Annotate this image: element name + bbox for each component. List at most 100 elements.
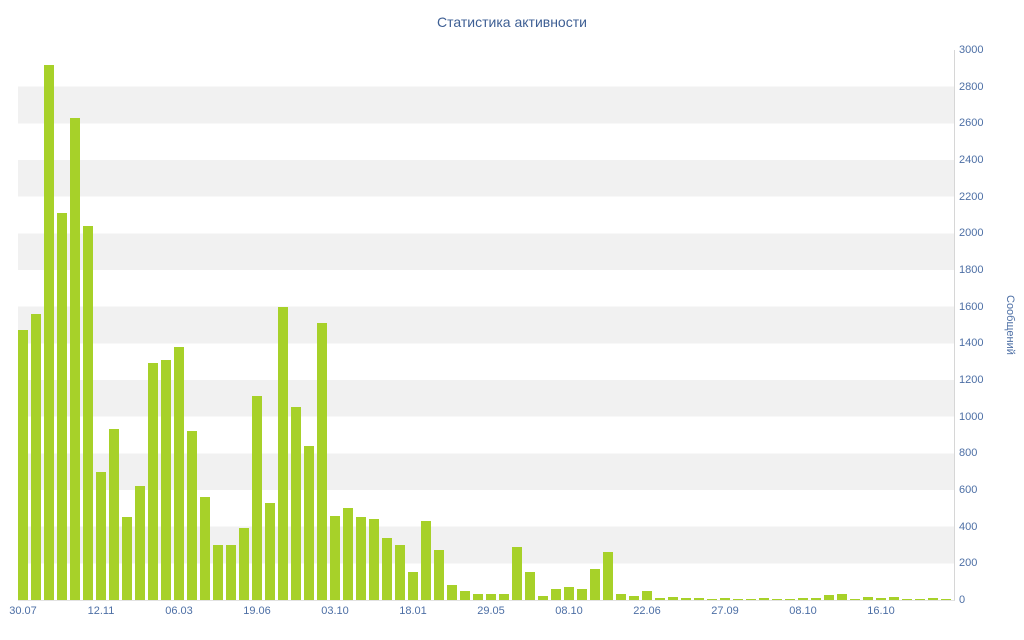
bar <box>278 307 288 600</box>
bar <box>889 597 899 600</box>
x-axis-tick-label: 22.06 <box>633 605 661 617</box>
bar <box>512 547 522 600</box>
x-axis-tick-label: 06.03 <box>165 605 193 617</box>
bar <box>382 538 392 600</box>
bar <box>538 596 548 600</box>
bar <box>447 585 457 600</box>
y-axis-tick-label: 1000 <box>959 410 984 423</box>
bar <box>759 598 769 600</box>
bar <box>486 594 496 600</box>
bar <box>772 599 782 600</box>
x-axis-tick-label: 27.09 <box>711 605 739 617</box>
bar <box>70 118 80 600</box>
y-axis-tick-label: 1600 <box>959 300 984 313</box>
bar <box>603 552 613 600</box>
bar <box>174 347 184 600</box>
plot-area <box>18 50 955 601</box>
bar <box>642 591 652 600</box>
bar <box>876 598 886 600</box>
bar <box>369 519 379 600</box>
bar <box>395 545 405 600</box>
y-axis-tick-label: 800 <box>959 447 978 460</box>
bar <box>343 508 353 600</box>
x-axis-tick-label: 29.05 <box>477 605 505 617</box>
bar <box>629 596 639 600</box>
bar <box>356 517 366 600</box>
bar <box>733 599 743 600</box>
x-axis-tick-label: 08.10 <box>789 605 817 617</box>
bar <box>226 545 236 600</box>
y-axis-tick-label: 1400 <box>959 337 984 350</box>
y-axis-tick-label: 600 <box>959 484 978 496</box>
y-axis-tick-label: 2400 <box>959 154 984 166</box>
bar <box>551 589 561 600</box>
bar <box>57 213 67 600</box>
bar <box>148 363 158 600</box>
bar <box>915 599 925 600</box>
y-axis-tick-label: 200 <box>959 557 978 570</box>
bar <box>785 599 795 600</box>
bar <box>811 598 821 600</box>
bar <box>525 572 535 600</box>
y-axis-tick-label: 3000 <box>959 44 984 56</box>
bar <box>291 407 301 600</box>
bar <box>681 598 691 600</box>
bar <box>265 503 275 600</box>
bar <box>460 591 470 600</box>
bar <box>655 598 665 600</box>
bar <box>421 521 431 600</box>
bar <box>109 429 119 600</box>
bar <box>122 517 132 600</box>
bar <box>720 598 730 600</box>
bar <box>590 569 600 600</box>
bar <box>213 545 223 600</box>
bar <box>408 572 418 600</box>
bar <box>707 599 717 600</box>
bar <box>694 598 704 600</box>
x-axis-labels: 30.07 12.11 06.03 19.06 03.10 18.01 29.05 08.10… <box>9 605 978 621</box>
bar <box>850 599 860 600</box>
bar <box>31 314 41 600</box>
x-axis-tick-label: 03.10 <box>321 605 349 617</box>
y-axis-tick-label: 2600 <box>959 117 984 130</box>
bar <box>668 597 678 600</box>
bar <box>161 360 171 600</box>
bar <box>96 472 106 600</box>
y-axis-tick-label: 2800 <box>959 80 984 93</box>
y-axis-tick-label: 2200 <box>959 190 984 203</box>
bar <box>330 516 340 600</box>
bar <box>499 594 509 600</box>
bar <box>928 598 938 600</box>
bar <box>304 446 314 600</box>
bar <box>44 65 54 600</box>
bar <box>564 587 574 600</box>
bar <box>434 550 444 600</box>
bar <box>135 486 145 600</box>
bar <box>252 396 262 600</box>
x-axis-tick-label: 08.10 <box>555 605 583 617</box>
y-axis-tick-label: 1800 <box>959 264 984 276</box>
y-axis-tick-label: 400 <box>959 520 978 533</box>
bar <box>317 323 327 600</box>
y-axis-tick-label: 1200 <box>959 374 984 386</box>
bar <box>902 599 912 600</box>
bar <box>824 595 834 600</box>
bar <box>187 431 197 600</box>
bar <box>200 497 210 600</box>
bar <box>18 330 28 600</box>
x-axis-tick-label: 18.01 <box>399 605 427 617</box>
chart-title: Статистика активности <box>437 14 587 30</box>
bar <box>577 589 587 600</box>
bar <box>941 599 951 600</box>
bar <box>616 594 626 600</box>
x-axis-tick-label: 12.11 <box>87 605 115 617</box>
bar <box>798 598 808 600</box>
bar <box>239 528 249 600</box>
bar <box>83 226 93 600</box>
bar <box>473 594 483 600</box>
y-axis-tick-label: 2000 <box>959 227 984 240</box>
x-axis-tick-label: 19.06 <box>243 605 271 617</box>
x-axis-tick-label: 16.10 <box>867 605 895 617</box>
y-axis-title: Сообщений <box>1004 295 1016 355</box>
